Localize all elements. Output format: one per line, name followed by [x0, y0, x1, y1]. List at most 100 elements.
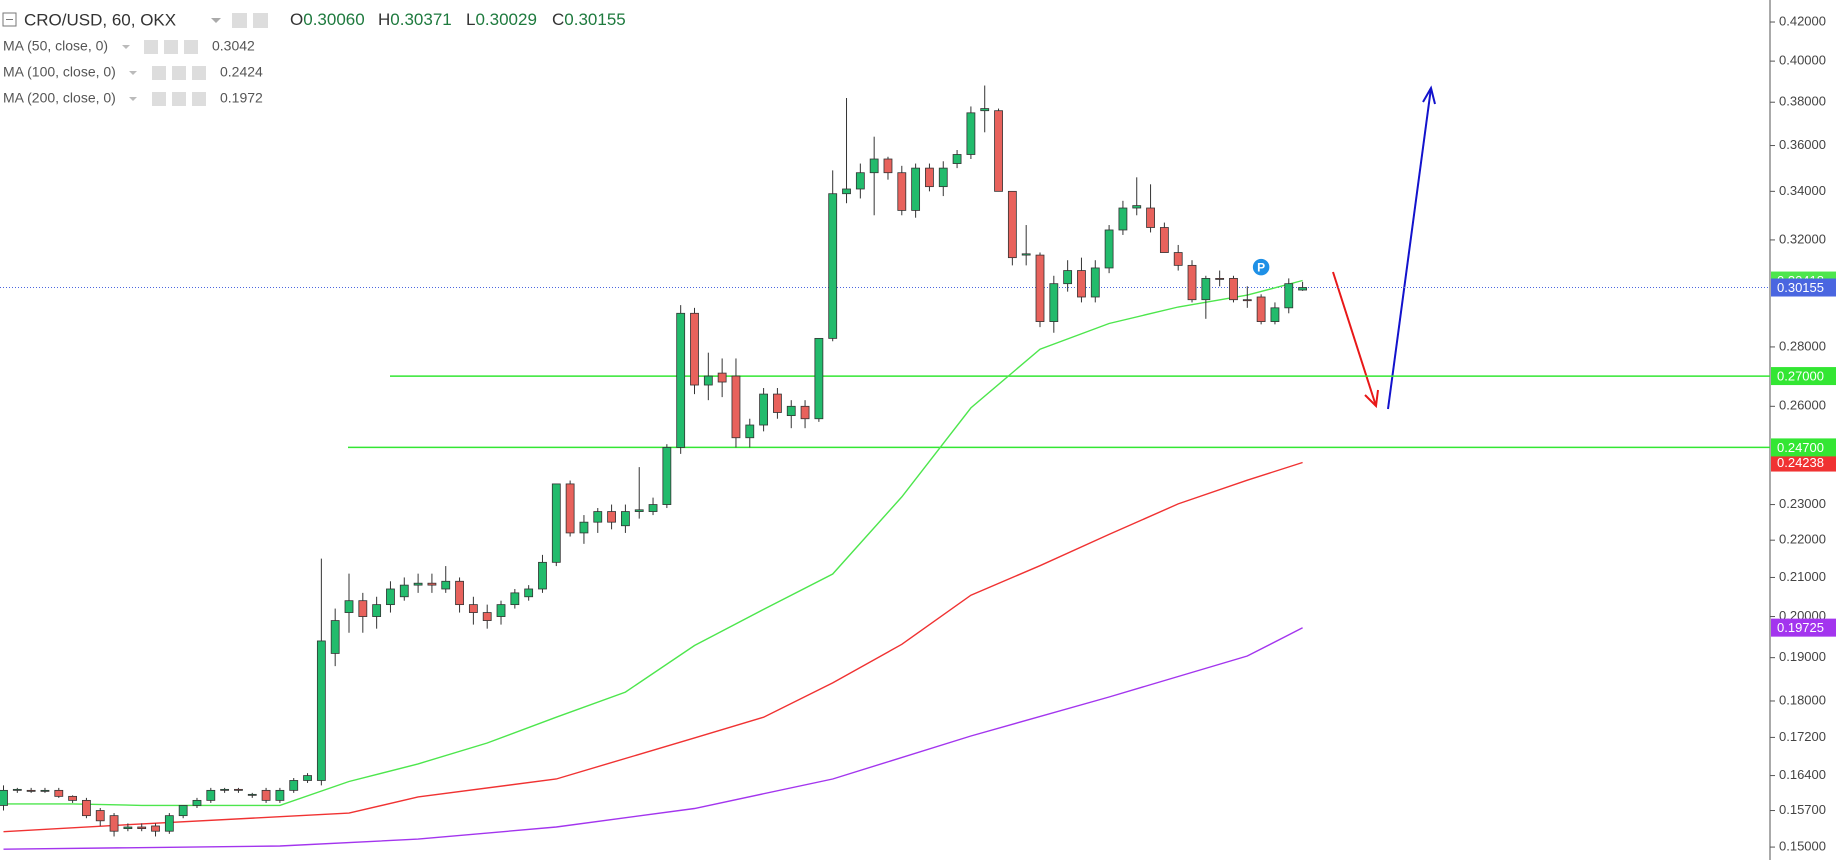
candle-body: [731, 375, 741, 439]
candle-body: [54, 789, 64, 797]
dropdown-arrow[interactable]: [211, 18, 221, 23]
candle-body: [676, 312, 686, 448]
candle-body: [303, 775, 312, 781]
candle-body: [82, 799, 91, 817]
y-tick-label: 0.18000: [1779, 692, 1826, 707]
legend-icon[interactable]: [172, 66, 186, 80]
candle-body: [220, 788, 230, 791]
candle-body: [1035, 254, 1045, 322]
candle-body: [524, 588, 534, 598]
legend-dropdown[interactable]: [122, 45, 130, 49]
candle-body: [897, 172, 907, 211]
collapse-icon[interactable]: [2, 12, 17, 27]
legend-icon[interactable]: [192, 92, 206, 106]
ohlc-key: L: [466, 10, 475, 29]
candle-body: [1256, 296, 1266, 322]
legend-dropdown[interactable]: [129, 97, 137, 101]
candle-body: [1104, 229, 1114, 269]
settings-icon[interactable]: [253, 13, 268, 28]
legend-dropdown[interactable]: [129, 71, 137, 75]
candle-body: [1077, 270, 1086, 298]
candle-body: [966, 112, 976, 155]
ohlc-value: 0.30029: [475, 10, 536, 29]
y-tick-label: 0.15000: [1779, 839, 1826, 854]
candle-body: [510, 592, 520, 606]
candle-body: [427, 582, 437, 586]
candle-body: [1063, 270, 1073, 285]
down-arrow-head: [1364, 389, 1379, 409]
candle-body: [1298, 287, 1307, 291]
legend-icon[interactable]: [164, 40, 178, 54]
ohlc-key: H: [378, 10, 390, 29]
price-badge-label: 0.27000: [1777, 369, 1824, 384]
candle-body: [151, 825, 160, 832]
drawings: [1332, 85, 1436, 410]
candle-body: [95, 810, 105, 822]
candle-body: [621, 511, 630, 527]
pattern-marker: [1251, 257, 1271, 277]
candle-body: [164, 815, 174, 832]
candle-body: [842, 188, 851, 195]
candle-body: [358, 600, 368, 617]
candle-body: [372, 604, 382, 617]
candle-body: [399, 584, 409, 598]
y-tick-label: 0.16400: [1779, 767, 1826, 782]
ohlc-key: O: [290, 10, 303, 29]
y-tick-label: 0.38000: [1779, 94, 1826, 109]
candle-body: [1021, 253, 1031, 256]
candle-body: [855, 172, 865, 190]
y-tick-label: 0.36000: [1779, 137, 1826, 152]
candle-body: [869, 158, 879, 174]
legend-icon[interactable]: [172, 92, 186, 106]
price-badge-label: 0.24238: [1777, 455, 1824, 470]
candle-body: [330, 620, 340, 654]
candle-body: [1049, 283, 1059, 322]
candle-body: [206, 789, 216, 801]
candle-body: [1159, 227, 1169, 253]
price-badge: [1771, 278, 1836, 297]
candle-body: [593, 511, 603, 523]
candle-body: [759, 393, 768, 426]
candle-body: [883, 158, 893, 174]
candle-body: [26, 789, 36, 792]
candle-body: [482, 612, 492, 621]
candle-body: [441, 580, 451, 590]
eye-icon[interactable]: [232, 13, 247, 28]
ohlc-value: 0.30155: [564, 10, 625, 29]
ohlc-value: 0.30371: [390, 10, 451, 29]
ohlc-item: L0.30029: [466, 10, 537, 29]
legend-icon[interactable]: [192, 66, 206, 80]
candle-body: [1187, 264, 1197, 301]
candle-body: [745, 424, 755, 439]
candle-body: [468, 604, 478, 613]
candle-body: [911, 167, 921, 211]
candle-body: [137, 826, 147, 829]
legend-icon[interactable]: [144, 40, 158, 54]
candle-body: [247, 793, 257, 796]
legend-icon[interactable]: [152, 92, 166, 106]
legend-icon[interactable]: [152, 66, 166, 80]
candle-body: [1090, 267, 1100, 298]
candle-body: [413, 582, 423, 586]
moving-average: [3, 461, 1303, 833]
candle-body: [1270, 307, 1280, 322]
candle-body: [828, 193, 838, 339]
legend-value: 0.1972: [220, 90, 263, 106]
ohlc-key: C: [552, 10, 564, 29]
candle-body: [662, 447, 672, 505]
legend-icon[interactable]: [184, 40, 198, 54]
candle-body: [68, 795, 77, 801]
candle-body: [289, 780, 299, 791]
ohlc-value: 0.30060: [303, 10, 364, 29]
candle-body: [952, 154, 962, 164]
y-tick-label: 0.28000: [1779, 338, 1826, 353]
price-badge: [1771, 438, 1836, 457]
candle-body: [234, 788, 243, 791]
candle-body: [938, 167, 948, 188]
legend-value: 0.2424: [220, 64, 263, 80]
up-arrow-head: [1422, 85, 1436, 105]
up-arrow: [1387, 87, 1432, 410]
candle-body: [1242, 299, 1252, 302]
candle-body: [496, 604, 506, 617]
